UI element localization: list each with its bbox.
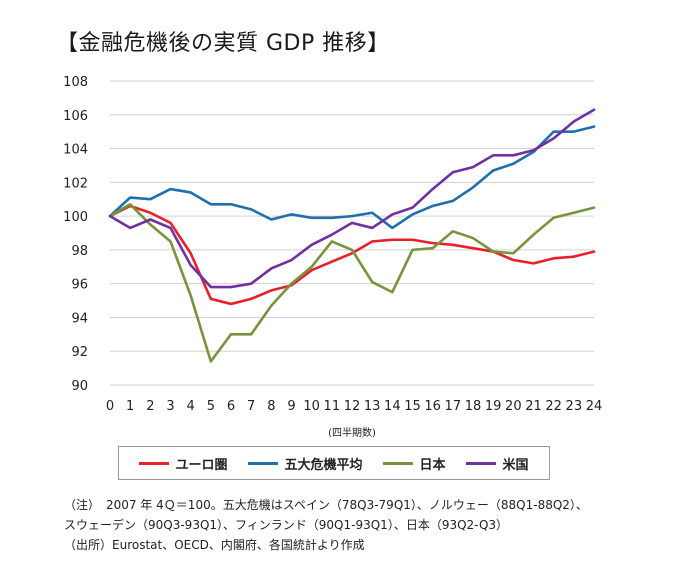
x-tick-label: 3 <box>166 399 174 414</box>
x-tick-label: 0 <box>106 399 114 414</box>
x-tick-label: 24 <box>586 399 603 414</box>
x-tick-label: 15 <box>404 399 421 414</box>
x-tick-label: 16 <box>424 399 441 414</box>
legend-item-eurozone: ユーロ圏 <box>139 454 228 473</box>
y-tick-label: 102 <box>63 176 88 191</box>
legend-swatch <box>139 461 170 465</box>
y-tick-label: 108 <box>63 75 88 90</box>
x-axis-label: (四半期数) <box>328 426 376 439</box>
y-tick-label: 96 <box>71 278 88 293</box>
x-tick-label: 2 <box>146 399 154 414</box>
x-tick-label: 9 <box>287 399 295 414</box>
legend-label: ユーロ圏 <box>175 457 228 473</box>
series-line-2 <box>108 202 596 363</box>
series-line-3 <box>108 108 596 289</box>
y-axis-ticks: 90 92 94 96 98 100 102 104 106 108 <box>63 75 88 394</box>
series-lines <box>108 108 596 363</box>
footnote-line: スウェーデン（90Q3-93Q1）、フィンランド（90Q1-93Q1）、日本（9… <box>64 518 509 532</box>
y-tick-label: 100 <box>63 210 88 225</box>
x-tick-label: 17 <box>445 399 462 414</box>
x-tick-label: 4 <box>187 399 195 414</box>
x-tick-label: 20 <box>505 399 522 414</box>
x-tick-label: 22 <box>545 399 562 414</box>
legend: ユーロ圏 五大危機平均 日本 米国 <box>118 446 550 480</box>
x-tick-label: 12 <box>344 399 361 414</box>
x-tick-label: 21 <box>525 399 542 414</box>
legend-swatch <box>466 461 497 465</box>
y-tick-label: 106 <box>63 109 88 124</box>
x-tick-label: 10 <box>303 399 320 414</box>
y-tick-label: 104 <box>63 143 88 158</box>
x-tick-label: 23 <box>566 399 583 414</box>
series-line-0 <box>108 204 596 306</box>
x-tick-label: 7 <box>247 399 255 414</box>
legend-label: 日本 <box>419 457 446 473</box>
y-tick-label: 98 <box>71 244 88 259</box>
x-tick-label: 8 <box>267 399 275 414</box>
series-line-1 <box>108 125 596 230</box>
y-tick-label: 92 <box>71 345 88 360</box>
footnotes: （注） 2007 年 4Ｑ＝100。五大危機はスペイン（78Q3-79Q1）、ノ… <box>64 495 694 555</box>
x-tick-label: 1 <box>126 399 134 414</box>
x-tick-label: 19 <box>485 399 502 414</box>
x-tick-label: 5 <box>207 399 215 414</box>
y-tick-label: 94 <box>71 311 88 326</box>
y-tick-label: 90 <box>71 379 88 394</box>
x-tick-label: 14 <box>384 399 401 414</box>
chart-title: 【金融危機後の実質 GDP 推移】 <box>56 31 390 56</box>
legend-item-japan: 日本 <box>383 454 446 473</box>
legend-label: 米国 <box>502 457 529 473</box>
x-tick-label: 13 <box>364 399 381 414</box>
gridlines <box>110 80 594 386</box>
footnote-line: （出所）Eurostat、OECD、内閣府、各国統計より作成 <box>64 538 365 552</box>
x-tick-label: 6 <box>227 399 235 414</box>
legend-item-usa: 米国 <box>466 454 529 473</box>
legend-swatch <box>248 461 279 465</box>
x-tick-label: 11 <box>324 399 341 414</box>
legend-label: 五大危機平均 <box>284 457 363 473</box>
x-tick-label: 18 <box>465 399 482 414</box>
legend-item-five-crises-average: 五大危機平均 <box>248 454 363 473</box>
x-axis-ticks: 0 1 2 3 4 5 6 7 8 9 10 11 12 13 14 15 16 17 18 19 20 21 22 23 24 <box>106 399 602 414</box>
legend-swatch <box>383 461 414 465</box>
footnote-line: （注） 2007 年 4Ｑ＝100。五大危機はスペイン（78Q3-79Q1）、ノ… <box>64 498 588 512</box>
